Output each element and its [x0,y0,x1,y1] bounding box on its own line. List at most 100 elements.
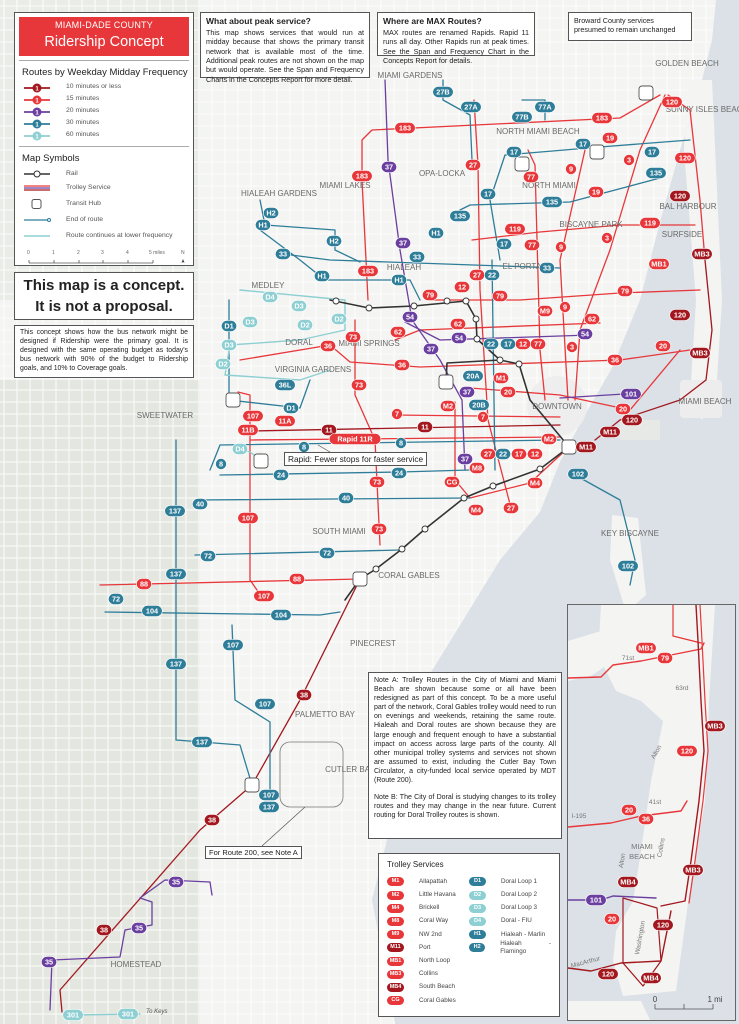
route-line[interactable] [473,99,512,509]
route-badge[interactable]: 40 [192,498,209,510]
inset-route-badge[interactable]: MB1 [635,642,657,654]
route-line[interactable] [231,624,271,791]
route-badge[interactable]: 36 [606,354,623,366]
route-badge[interactable]: 73 [368,476,385,488]
route-line[interactable] [49,879,213,1011]
inset-route-badge[interactable]: MB4 [640,972,662,984]
route-badge[interactable]: 120 [661,96,683,108]
route-line[interactable] [249,436,561,441]
route-line[interactable] [209,439,561,471]
route-line[interactable] [594,259,713,441]
miami-beach-inset-map[interactable]: 71st63rdAlton41stI-195MIAMIBEACHAltonCol… [567,604,736,1021]
route-badge[interactable]: 107 [253,590,275,602]
route-badge[interactable]: 38 [204,814,221,826]
route-badge[interactable]: 77 [522,171,539,183]
route-badge[interactable]: 120 [669,309,691,321]
route-badge[interactable]: 20 [614,403,631,415]
rail-station[interactable] [473,335,481,343]
route-badge[interactable]: 17 [643,146,660,158]
route-badge[interactable]: 22 [494,448,511,460]
route-badge[interactable]: 102 [567,468,589,480]
route-line[interactable] [404,321,591,341]
route-badge[interactable]: 79 [491,290,508,302]
inset-route-badge[interactable]: MB3 [704,720,726,732]
route-line[interactable] [521,99,546,121]
transit-hub[interactable] [438,374,454,390]
route-badge[interactable]: 107 [237,512,259,524]
route-badge[interactable]: 79 [421,289,438,301]
transit-hub[interactable] [244,777,260,793]
route-badge[interactable]: 11 [320,424,337,436]
route-badge[interactable]: 79 [616,285,633,297]
rail-station[interactable] [443,297,451,305]
rail-station[interactable] [536,465,544,473]
route-badge[interactable]: 9 [559,301,571,313]
route-badge[interactable]: 24 [390,467,407,479]
route-badge[interactable]: 12 [453,281,470,293]
route-badge[interactable]: 3 [623,154,635,166]
route-badge[interactable]: 73 [370,523,387,535]
route-line[interactable] [527,149,546,401]
route-badge[interactable]: 40 [337,492,354,504]
route-badge[interactable]: 17 [495,238,512,250]
route-badge[interactable]: 72 [200,550,217,562]
route-badge[interactable]: 119 [504,223,526,235]
route-line[interactable] [249,424,561,432]
route-line[interactable] [559,149,586,401]
route-line[interactable] [194,497,471,501]
transit-hub[interactable] [514,156,530,172]
route-line[interactable] [104,611,341,616]
route-line[interactable] [354,319,381,546]
route-badge[interactable]: D4 [261,291,278,303]
transit-hub[interactable] [253,453,269,469]
route-badge[interactable]: 37 [458,386,475,398]
route-badge[interactable]: 77 [529,338,546,350]
route-badge[interactable]: 38 [96,924,113,936]
route-badge[interactable]: 27 [479,448,496,460]
route-badge[interactable]: M2 [540,433,557,445]
route-badge[interactable]: MB3 [689,347,711,359]
route-badge[interactable]: 27B [432,86,454,98]
inset-route-badge[interactable]: 20 [603,913,620,925]
route-badge[interactable]: MB3 [691,248,713,260]
route-badge[interactable]: 35 [168,876,185,888]
route-badge[interactable]: 77 [523,239,540,251]
route-line[interactable] [59,578,361,1013]
route-badge[interactable]: H1 [427,227,444,239]
transit-hub[interactable] [589,144,605,160]
route-badge[interactable]: M11 [599,426,621,438]
route-line[interactable] [489,139,691,261]
rail-station[interactable] [365,304,373,312]
route-badge[interactable]: 72 [108,593,125,605]
rail-station[interactable] [460,494,468,502]
route-line[interactable] [194,549,401,556]
route-line[interactable] [237,391,265,601]
route-line[interactable] [574,474,636,586]
route-badge[interactable]: 36 [393,359,410,371]
route-badge[interactable]: 3 [601,232,613,244]
route-badge[interactable]: M11 [575,441,597,453]
rail-station[interactable] [332,297,340,305]
inset-route-badge[interactable]: 120 [597,968,619,980]
route-badge[interactable]: 22 [483,269,500,281]
route-badge[interactable]: 17 [505,146,522,158]
route-line[interactable] [361,94,661,301]
route-badge[interactable]: 107 [258,789,280,801]
route-badge[interactable]: 27A [460,101,482,113]
route-badge[interactable]: H1 [313,270,330,282]
transit-hub[interactable] [352,571,368,587]
route-badge[interactable]: 107 [254,698,276,710]
inset-route-badge[interactable]: 79 [656,652,673,664]
route-badge[interactable]: 24 [272,469,289,481]
route-badge[interactable]: H1 [390,274,407,286]
route-badge[interactable]: 8 [298,441,310,453]
route-line[interactable] [239,344,691,368]
transit-hub[interactable] [638,85,654,101]
inset-route-badge[interactable]: 120 [652,919,674,931]
route-badge[interactable]: 62 [389,326,406,338]
route-badge[interactable]: 36L [274,379,296,391]
rail-station[interactable] [421,525,429,533]
inset-route-badge[interactable]: 20 [620,804,637,816]
route-badge[interactable]: 62 [449,318,466,330]
route-badge[interactable]: 137 [164,505,186,517]
